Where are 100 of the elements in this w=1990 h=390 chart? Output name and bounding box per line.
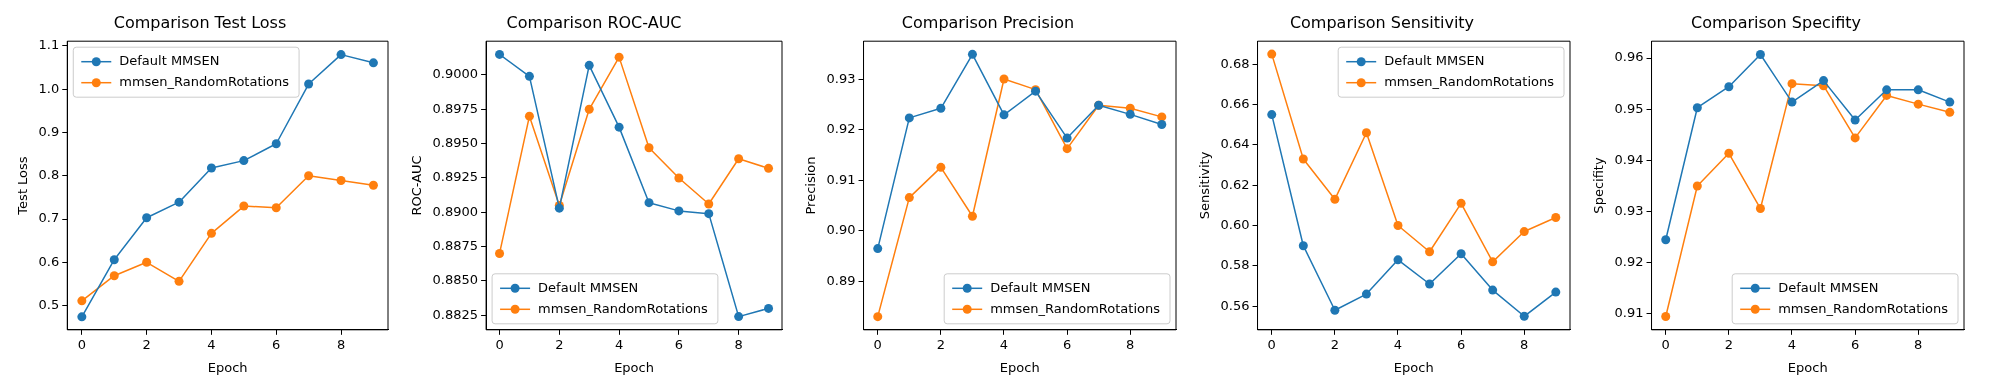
point — [336, 176, 346, 186]
point — [1913, 85, 1923, 95]
y-tick-label: 0.93 — [826, 70, 856, 86]
point — [1551, 212, 1561, 222]
x-tick-label: 2 — [1330, 336, 1340, 352]
x-tick-label: 4 — [1393, 336, 1403, 352]
point — [1157, 119, 1167, 129]
y-tick-label: 1.1 — [38, 37, 60, 53]
x-axis-title: Epoch — [614, 359, 654, 375]
point — [674, 206, 684, 216]
point — [1062, 144, 1072, 154]
y-tick-label: 0.94 — [1614, 151, 1644, 167]
legend-label: Default MMSEN — [1384, 53, 1485, 69]
point — [368, 180, 378, 190]
point — [271, 203, 281, 213]
x-tick-label: 8 — [1520, 336, 1529, 352]
x-tick-label: 8 — [734, 336, 743, 352]
point — [999, 110, 1009, 120]
legend-label: mmsen_RandomRotations — [1778, 300, 1949, 316]
y-tick-label: 0.91 — [826, 171, 856, 187]
y-tick-label: 0.8900 — [432, 203, 479, 219]
point — [1125, 109, 1135, 119]
point — [1692, 181, 1702, 191]
point — [936, 103, 946, 113]
chart-title: Comparison Specifity — [1690, 12, 1862, 32]
y-tick-label: 1.0 — [38, 80, 60, 96]
point — [77, 296, 87, 306]
x-tick-label: 4 — [999, 336, 1009, 352]
y-axis-title: Precision — [803, 156, 819, 215]
point — [967, 211, 977, 221]
x-tick-label: 0 — [495, 336, 504, 352]
y-tick-label: 0.9 — [38, 123, 60, 139]
point — [77, 312, 87, 322]
point — [1661, 312, 1671, 321]
x-tick-label: 8 — [336, 336, 346, 352]
x-tick-label: 2 — [142, 336, 151, 352]
y-tick-label: 0.58 — [1220, 257, 1250, 273]
point — [304, 79, 314, 89]
point — [495, 248, 505, 258]
x-axis-title: Epoch — [1393, 359, 1434, 375]
point — [524, 111, 534, 121]
point — [109, 271, 119, 281]
point — [1945, 107, 1955, 117]
legend-label: mmsen_RandomRotations — [990, 300, 1161, 316]
point — [614, 122, 624, 132]
point — [1425, 279, 1435, 289]
point — [174, 197, 184, 207]
point — [1724, 148, 1734, 158]
point — [734, 312, 744, 322]
point — [644, 143, 654, 153]
y-tick-label: 0.92 — [826, 121, 856, 137]
point — [1850, 115, 1860, 125]
y-tick-label: 0.64 — [1220, 136, 1250, 152]
point — [239, 201, 249, 211]
point — [1267, 49, 1277, 59]
y-tick-label: 0.8925 — [432, 169, 479, 185]
chart-title: Comparison Sensitivity — [1289, 12, 1475, 32]
point — [1661, 235, 1671, 245]
point — [584, 60, 594, 70]
chart-title: Comparison ROC-AUC — [506, 12, 682, 32]
point — [1298, 154, 1308, 164]
point — [495, 49, 505, 59]
point — [524, 71, 534, 81]
point — [734, 154, 744, 164]
point — [1425, 247, 1435, 257]
x-tick-label: 0 — [1661, 336, 1670, 352]
point — [1267, 110, 1277, 120]
point — [904, 113, 914, 123]
x-tick-label: 4 — [614, 336, 624, 352]
point — [1330, 194, 1340, 204]
y-tick-label: 0.8975 — [432, 100, 479, 116]
y-tick-label: 0.91 — [1614, 305, 1644, 321]
point — [936, 162, 946, 172]
point — [614, 52, 624, 62]
point — [764, 303, 774, 313]
y-tick-label: 0.62 — [1220, 176, 1250, 192]
point — [999, 74, 1009, 84]
y-tick-label: 0.8875 — [432, 237, 479, 253]
point — [1330, 305, 1340, 315]
point — [1755, 50, 1765, 59]
x-tick-label: 2 — [555, 336, 564, 352]
point — [704, 209, 714, 219]
point — [1551, 287, 1561, 297]
x-tick-label: 0 — [77, 336, 86, 352]
y-tick-label: 0.8950 — [432, 135, 479, 150]
legend-label: mmsen_RandomRotations — [1384, 74, 1555, 90]
point — [1456, 198, 1466, 208]
y-tick-label: 0.96 — [1614, 49, 1644, 65]
x-tick-label: 0 — [1267, 336, 1276, 352]
point — [1945, 97, 1955, 107]
point — [1755, 204, 1765, 214]
point — [336, 50, 346, 60]
legend-label: Default MMSEN — [990, 279, 1091, 295]
y-tick-label: 0.5 — [38, 296, 60, 312]
y-axis-title: Test Loss — [15, 156, 31, 216]
y-tick-label: 0.90 — [826, 222, 856, 238]
chart-title: Comparison Test Loss — [113, 12, 287, 32]
point — [174, 276, 184, 286]
x-tick-label: 6 — [1850, 336, 1860, 352]
point — [1393, 221, 1403, 231]
